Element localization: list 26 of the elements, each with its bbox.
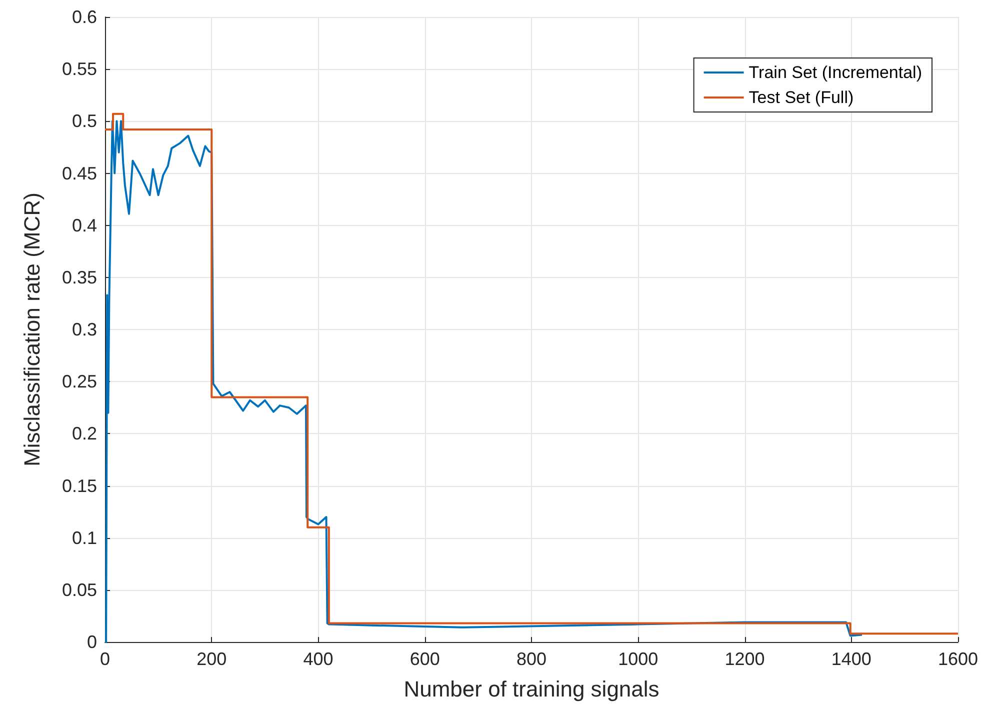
y-tick-label: 0.45 xyxy=(62,163,97,184)
legend-label: Test Set (Full) xyxy=(748,88,854,107)
y-tick-label: 0.2 xyxy=(72,424,97,444)
y-tick-label: 0.15 xyxy=(62,476,97,496)
y-tick-label: 0.6 xyxy=(72,7,97,27)
x-tick-label: 1600 xyxy=(938,649,978,669)
y-tick-label: 0.4 xyxy=(72,215,97,236)
y-tick-label: 0.05 xyxy=(62,580,97,600)
y-tick-label: 0.5 xyxy=(72,111,97,132)
x-tick-label: 1000 xyxy=(618,649,658,669)
y-tick-label: 0.25 xyxy=(62,372,97,392)
x-axis-title: Number of training signals xyxy=(404,676,660,702)
x-tick-label: 400 xyxy=(303,649,334,669)
y-tick-label: 0.1 xyxy=(72,528,97,548)
x-tick-label: 200 xyxy=(196,649,227,669)
x-tick-label: 0 xyxy=(100,649,110,669)
x-tick-label: 1400 xyxy=(831,649,872,669)
y-axis-title: Misclassification rate (MCR) xyxy=(20,192,44,466)
y-tick-label: 0.55 xyxy=(62,59,97,80)
x-tick-label: 1200 xyxy=(724,649,765,669)
y-tick-label: 0 xyxy=(86,632,97,652)
y-tick-label: 0.3 xyxy=(72,320,97,340)
x-tick-label: 600 xyxy=(410,649,440,669)
x-tick-label: 800 xyxy=(516,649,547,669)
legend-label: Train Set (Incremental) xyxy=(748,63,922,82)
y-tick-label: 0.35 xyxy=(62,267,97,288)
